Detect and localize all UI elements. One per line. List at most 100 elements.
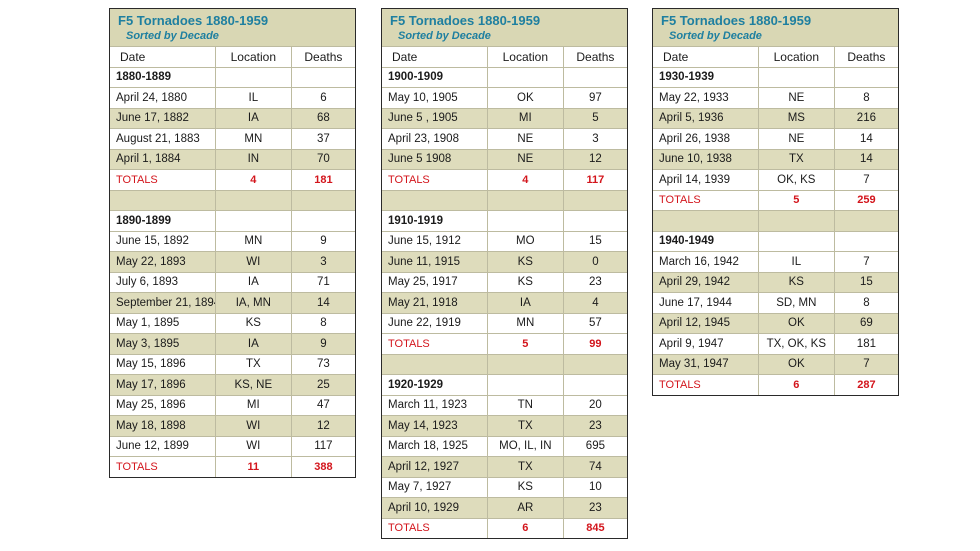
deaths-cell: 68: [291, 107, 355, 129]
location-cell: MO: [487, 230, 564, 252]
deaths-cell: 23: [563, 271, 627, 293]
totals-deaths: 388: [291, 456, 355, 477]
decade-header-row: 1930-1939: [653, 66, 898, 88]
location-cell: NE: [487, 128, 564, 149]
deaths-cell: 14: [834, 148, 898, 170]
totals-row: TOTALS 4 181: [110, 169, 355, 190]
deaths-cell: 8: [834, 87, 898, 108]
table-row: July 6, 1893 IA 71: [110, 271, 355, 293]
decade-header-row: 1890-1899: [110, 210, 355, 231]
date-cell: May 18, 1898: [110, 415, 216, 436]
deaths-cell: 20: [563, 394, 627, 416]
table-row: April 14, 1939 OK, KS 7: [653, 169, 898, 190]
deaths-cell: 10: [563, 476, 627, 498]
tornado-table-2: F5 Tornadoes 1880-1959 Sorted by Decade …: [381, 8, 628, 539]
totals-count: 4: [487, 169, 564, 190]
table-row: May 17, 1896 KS, NE 25: [110, 374, 355, 395]
tornado-data-table: Date Location Deaths 1900-1909 May 10, 19…: [382, 46, 627, 538]
deaths-cell: 3: [563, 128, 627, 149]
deaths-cell: 15: [563, 230, 627, 252]
table-row: May 10, 1905 OK 97: [382, 87, 627, 108]
location-cell: TN: [487, 394, 564, 416]
totals-deaths: 259: [834, 189, 898, 211]
location-cell: OK, KS: [758, 169, 835, 190]
location-cell: AR: [487, 497, 564, 518]
location-cell: IA: [487, 292, 564, 313]
table-row: May 14, 1923 TX 23: [382, 415, 627, 436]
table-row: April 10, 1929 AR 23: [382, 497, 627, 518]
spacer-row: [110, 189, 355, 211]
deaths-cell: 7: [834, 353, 898, 375]
date-cell: May 22, 1933: [653, 87, 759, 108]
date-cell: April 9, 1947: [653, 333, 759, 354]
deaths-cell: 3: [291, 251, 355, 272]
date-cell: May 17, 1896: [110, 374, 216, 395]
location-cell: NE: [758, 87, 835, 108]
deaths-cell: 57: [563, 312, 627, 334]
table-row: May 22, 1893 WI 3: [110, 251, 355, 272]
location-cell: MN: [215, 128, 292, 149]
deaths-cell: 8: [834, 292, 898, 313]
date-cell: May 25, 1896: [110, 394, 216, 416]
location-cell: IA: [215, 333, 292, 354]
table-row: September 21, 1894 IA, MN 14: [110, 292, 355, 313]
decade-header-row: 1910-1919: [382, 210, 627, 231]
column-header-location: Location: [758, 46, 835, 67]
location-cell: OK: [758, 353, 835, 375]
location-cell: KS, NE: [215, 374, 292, 395]
date-cell: April 5, 1936: [653, 107, 759, 129]
deaths-cell: 0: [563, 251, 627, 272]
table-row: June 10, 1938 TX 14: [653, 148, 898, 170]
column-header-date: Date: [110, 46, 216, 67]
table-row: June 15, 1912 MO 15: [382, 230, 627, 252]
column-header-row: Date Location Deaths: [110, 46, 355, 67]
table-row: April 24, 1880 IL 6: [110, 87, 355, 108]
date-cell: June 17, 1882: [110, 107, 216, 129]
location-cell: MS: [758, 107, 835, 129]
date-cell: May 21, 1918: [382, 292, 488, 313]
deaths-cell: 23: [563, 497, 627, 518]
deaths-cell: 23: [563, 415, 627, 436]
deaths-cell: 97: [563, 87, 627, 108]
table-row: May 1, 1895 KS 8: [110, 312, 355, 334]
totals-count: 11: [215, 456, 292, 477]
location-cell: MI: [487, 107, 564, 129]
totals-row: TOTALS 6 845: [382, 517, 627, 538]
deaths-cell: 73: [291, 353, 355, 375]
table-title: F5 Tornadoes 1880-1959: [390, 13, 541, 28]
location-cell: TX, OK, KS: [758, 333, 835, 354]
table-row: May 31, 1947 OK 7: [653, 353, 898, 375]
table-row: May 25, 1917 KS 23: [382, 271, 627, 293]
location-cell: KS: [487, 251, 564, 272]
table-row: April 12, 1945 OK 69: [653, 312, 898, 334]
spacer-row: [382, 353, 627, 375]
date-cell: July 6, 1893: [110, 271, 216, 293]
date-cell: June 15, 1912: [382, 230, 488, 252]
location-cell: KS: [758, 271, 835, 293]
totals-label: TOTALS: [382, 517, 488, 538]
date-cell: May 22, 1893: [110, 251, 216, 272]
table-header: F5 Tornadoes 1880-1959 Sorted by Decade: [110, 9, 355, 46]
date-cell: May 7, 1927: [382, 476, 488, 498]
tornado-data-table: Date Location Deaths 1880-1889 April 24, …: [110, 46, 355, 477]
table-row: June 11, 1915 KS 0: [382, 251, 627, 272]
table-row: March 18, 1925 MO, IL, IN 695: [382, 435, 627, 457]
decade-label: 1910-1919: [382, 210, 488, 231]
spacer-row: [653, 210, 898, 231]
table-header: F5 Tornadoes 1880-1959 Sorted by Decade: [653, 9, 898, 46]
date-cell: May 10, 1905: [382, 87, 488, 108]
date-cell: May 3, 1895: [110, 333, 216, 354]
location-cell: IA: [215, 107, 292, 129]
date-cell: June 12, 1899: [110, 435, 216, 457]
totals-deaths: 845: [563, 517, 627, 538]
table-row: April 5, 1936 MS 216: [653, 107, 898, 129]
table-row: May 18, 1898 WI 12: [110, 415, 355, 436]
column-header-deaths: Deaths: [291, 46, 355, 67]
totals-label: TOTALS: [110, 169, 216, 190]
location-cell: MN: [215, 230, 292, 252]
table-row: May 3, 1895 IA 9: [110, 333, 355, 354]
date-cell: May 15, 1896: [110, 353, 216, 375]
deaths-cell: 181: [834, 333, 898, 354]
totals-row: TOTALS 5 99: [382, 333, 627, 354]
totals-count: 5: [487, 333, 564, 354]
